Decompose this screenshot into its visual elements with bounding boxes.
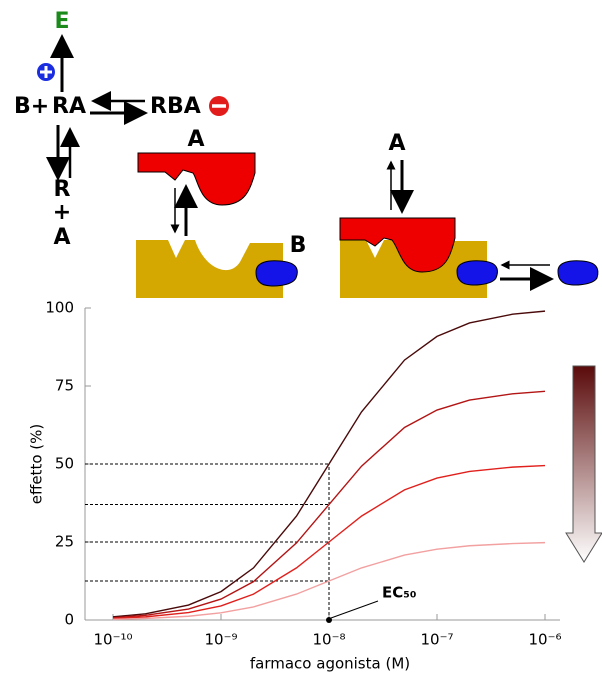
- curve: [112, 310, 546, 618]
- modulator-shape: [557, 260, 599, 286]
- y-tick-label: 100: [45, 299, 74, 317]
- x-tick-label: 10⁻⁹: [204, 631, 237, 649]
- agonist-shape: [137, 152, 256, 206]
- plus-label: +: [53, 200, 71, 225]
- y-tick-label: 0: [64, 611, 74, 629]
- ec50-label: EC₅₀: [382, 584, 416, 602]
- a-label: A: [53, 225, 70, 250]
- effect-label: E: [54, 9, 69, 34]
- a-label: A: [388, 131, 405, 156]
- b-label: B+: [14, 94, 49, 119]
- ra-label: RA: [52, 94, 86, 119]
- modulator-shape: [456, 260, 498, 286]
- curve: [112, 541, 546, 621]
- modulator-shape: [255, 260, 298, 287]
- gradient-arrow: [565, 365, 602, 563]
- x-tick-label: 10⁻⁸: [312, 631, 345, 649]
- y-tick-label: 75: [55, 377, 74, 395]
- x-axis-label: farmaco agonista (M): [250, 655, 410, 673]
- ec50-point: [326, 617, 332, 623]
- y-axis-label: effetto (%): [28, 424, 46, 504]
- x-tick-label: 10⁻¹⁰: [93, 631, 132, 649]
- a-label: A: [187, 127, 204, 152]
- x-tick-label: 10⁻⁷: [420, 631, 453, 649]
- receptor-shape: [136, 240, 283, 298]
- b-label: B: [290, 233, 307, 258]
- r-label: R: [54, 177, 71, 202]
- curve: [112, 390, 546, 619]
- x-tick-label: 10⁻⁶: [528, 631, 561, 649]
- y-tick-label: 25: [55, 533, 74, 551]
- ec50-pointer: [330, 600, 379, 619]
- plot: farmaco agonista (M) effetto (%) 0 25 50 75…: [28, 299, 562, 673]
- agonist-shape: [339, 217, 456, 273]
- curve: [112, 464, 546, 620]
- diagram: E B+ RA RBA R + A A B A: [14, 9, 602, 563]
- plus-sign: [40, 66, 52, 78]
- y-tick-label: 50: [55, 455, 74, 473]
- rba-label: RBA: [150, 94, 201, 119]
